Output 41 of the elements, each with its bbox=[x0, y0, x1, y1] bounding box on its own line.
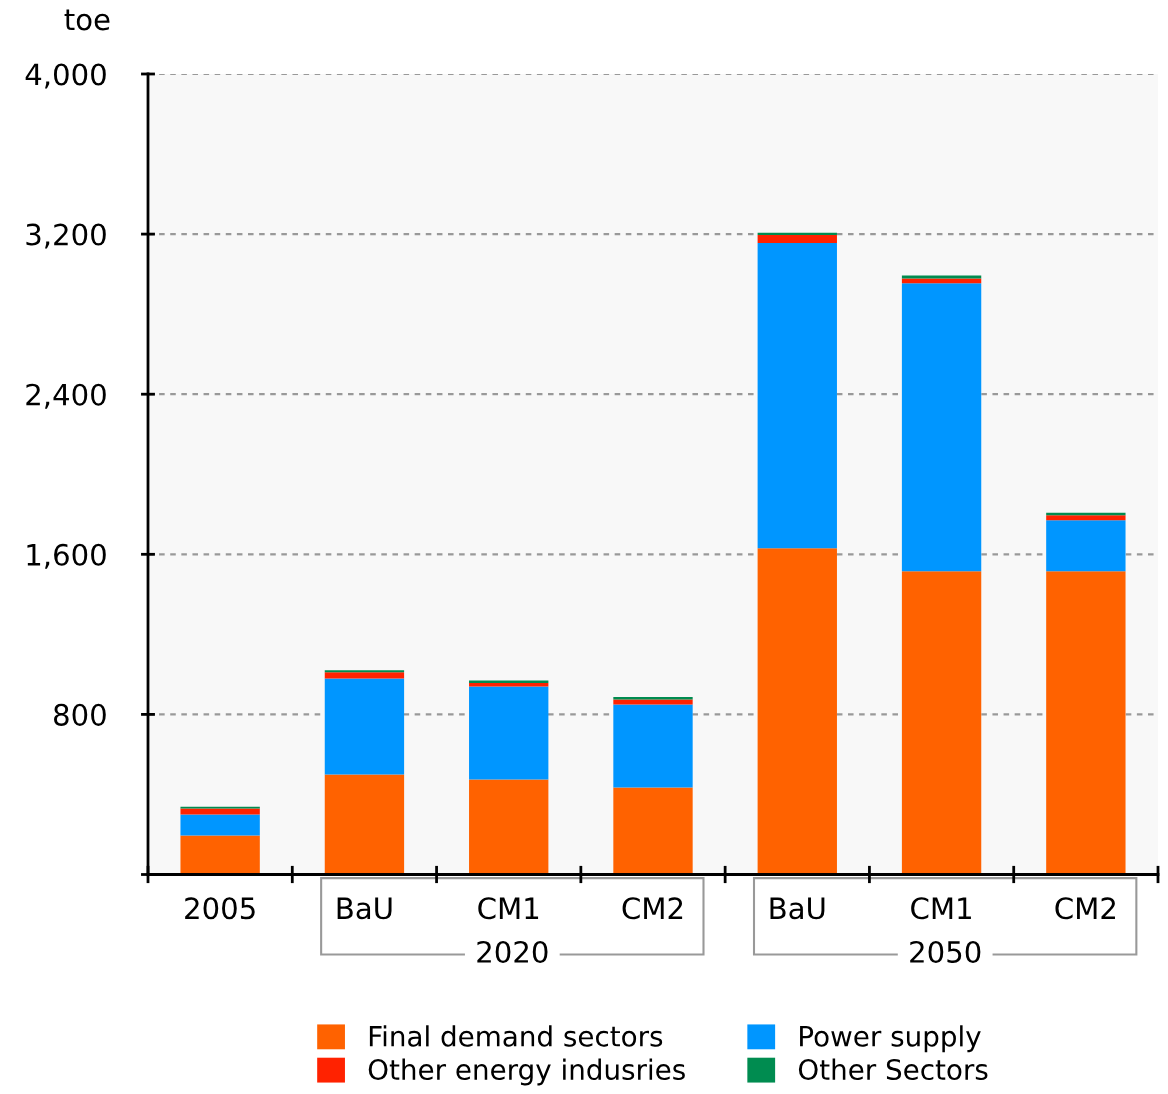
bar bbox=[324, 774, 405, 875]
x-tick-label: BaU bbox=[770, 897, 825, 920]
y-axis-title: toe bbox=[64, 9, 110, 31]
legend-label: Final demand sectors bbox=[369, 1025, 663, 1047]
bar bbox=[757, 243, 837, 549]
legend-label: Other energy indusries bbox=[368, 1058, 685, 1086]
y-tick-label: 800 bbox=[54, 703, 106, 726]
bar bbox=[1046, 571, 1126, 875]
bar bbox=[469, 686, 549, 780]
bar bbox=[613, 787, 693, 875]
y-tick-label: 2,400 bbox=[26, 383, 106, 409]
y-tick-label: 4,000 bbox=[25, 63, 106, 89]
bar bbox=[469, 779, 549, 875]
bar bbox=[180, 808, 260, 815]
bar bbox=[757, 548, 837, 875]
bar bbox=[324, 670, 405, 673]
x-tick-label: 2005 bbox=[185, 897, 255, 920]
y-tick-label: 3,200 bbox=[26, 223, 106, 249]
legend-label: Power supply bbox=[800, 1025, 981, 1053]
text: 2020 bbox=[477, 940, 548, 964]
bar bbox=[613, 699, 693, 705]
bar bbox=[613, 704, 693, 788]
x-tick-label: CM2 bbox=[622, 897, 683, 920]
bar bbox=[324, 678, 405, 775]
legend-label: Other Sectors bbox=[798, 1058, 988, 1081]
x-tick-label: BaU bbox=[337, 897, 392, 920]
x-tick-label: CM2 bbox=[1055, 897, 1115, 920]
bar bbox=[180, 835, 260, 875]
bar bbox=[180, 814, 260, 836]
bar bbox=[901, 275, 982, 279]
bar bbox=[469, 680, 549, 683]
y-tick-label: 1,600 bbox=[27, 543, 106, 569]
bar bbox=[901, 571, 982, 875]
bar bbox=[1046, 520, 1126, 572]
text: 2050 bbox=[910, 940, 981, 964]
bar bbox=[324, 672, 405, 679]
bar bbox=[757, 235, 837, 244]
x-tick-label: CM1 bbox=[911, 897, 971, 920]
bar bbox=[1046, 515, 1126, 521]
x-tick-label: CM1 bbox=[478, 897, 539, 920]
bar bbox=[901, 283, 982, 572]
